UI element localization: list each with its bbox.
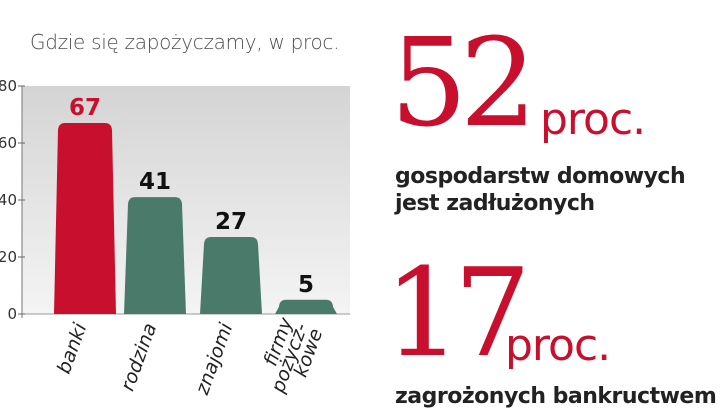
y-tick-label: 0 bbox=[7, 305, 17, 323]
bar bbox=[54, 123, 116, 314]
stat-52-unit: proc. bbox=[540, 94, 646, 145]
bar bbox=[275, 299, 337, 314]
stat-17-description: zagrożonych bankructwem bbox=[395, 383, 717, 410]
bar bbox=[124, 197, 186, 314]
y-tick-label: 60 bbox=[0, 134, 17, 152]
stat-17-line-1: zagrożonych bankructwem bbox=[395, 384, 717, 409]
bar-value-label: 27 bbox=[215, 209, 247, 235]
x-tick-label-line: rodzina bbox=[117, 320, 162, 394]
stat-52-description: gospodarstw domowych jest zadłużonych bbox=[395, 163, 686, 217]
x-tick-label-line: banki bbox=[53, 320, 92, 377]
y-tick-label: 80 bbox=[0, 77, 17, 95]
x-tick-label-line: znajomi bbox=[191, 320, 238, 399]
y-tick-label: 40 bbox=[0, 191, 17, 209]
x-tick-label: rodzina bbox=[117, 320, 162, 394]
bar-value-label: 5 bbox=[298, 272, 314, 298]
stat-52-line-2: jest zadłużonych bbox=[395, 191, 595, 216]
stat-17-number: 17 bbox=[384, 242, 531, 384]
bar-value-label: 67 bbox=[69, 95, 101, 121]
bar bbox=[200, 237, 262, 314]
stat-52-line-1: gospodarstw domowych bbox=[395, 164, 686, 189]
x-tick-label: znajomi bbox=[191, 320, 238, 399]
x-tick-label: banki bbox=[53, 320, 92, 377]
y-tick-label: 20 bbox=[0, 248, 17, 266]
bar-value-label: 41 bbox=[139, 169, 171, 195]
stat-52-number: 52 bbox=[390, 12, 537, 154]
stat-17-unit: proc. bbox=[505, 320, 611, 371]
chart-title: Gdzie się zapożyczamy, w proc. bbox=[30, 30, 340, 54]
